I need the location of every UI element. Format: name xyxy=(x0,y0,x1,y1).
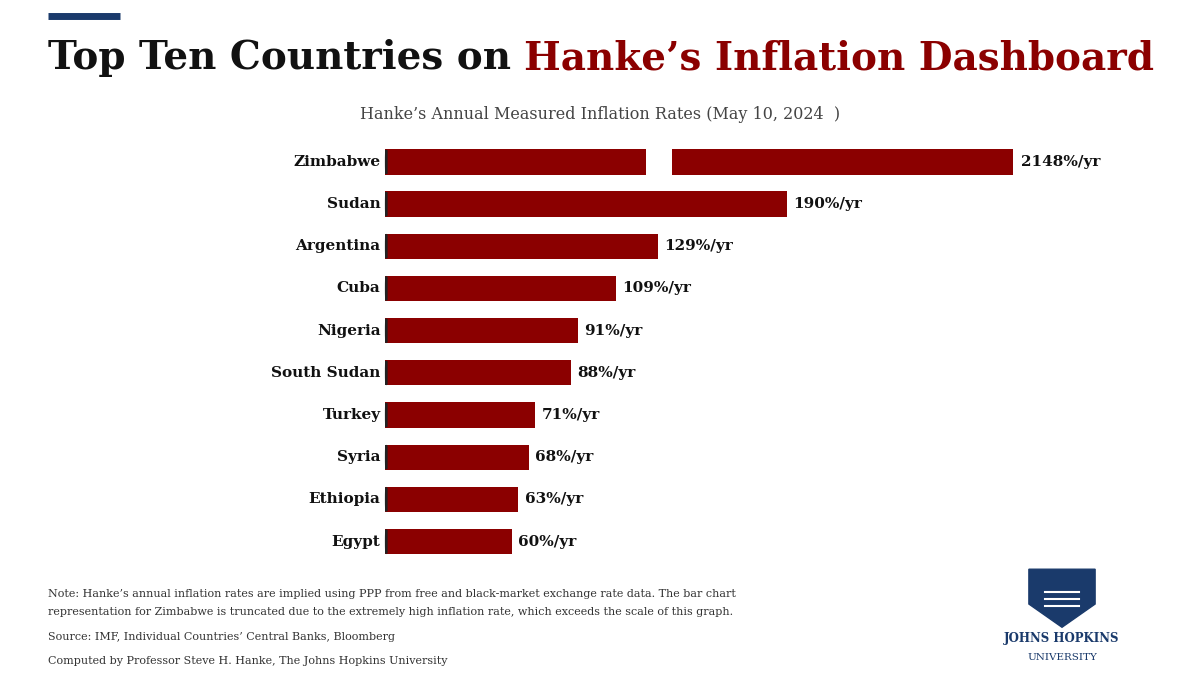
Text: South Sudan: South Sudan xyxy=(271,366,380,380)
FancyBboxPatch shape xyxy=(385,234,658,259)
Text: Egypt: Egypt xyxy=(331,535,380,548)
Text: 91%/yr: 91%/yr xyxy=(583,324,642,337)
FancyBboxPatch shape xyxy=(385,360,571,385)
Text: 71%/yr: 71%/yr xyxy=(541,408,600,422)
Text: 88%/yr: 88%/yr xyxy=(577,366,636,380)
Text: 60%/yr: 60%/yr xyxy=(518,535,576,548)
Text: 2148%/yr: 2148%/yr xyxy=(1020,155,1100,169)
Text: Ethiopia: Ethiopia xyxy=(308,492,380,506)
Text: Hanke’s Inflation Dashboard: Hanke’s Inflation Dashboard xyxy=(524,40,1154,77)
Text: Syria: Syria xyxy=(337,450,380,464)
Text: JOHNS HOPKINS: JOHNS HOPKINS xyxy=(1004,632,1120,645)
Text: Nigeria: Nigeria xyxy=(317,324,380,337)
FancyBboxPatch shape xyxy=(385,487,518,512)
FancyBboxPatch shape xyxy=(646,150,672,175)
FancyBboxPatch shape xyxy=(385,276,616,301)
Text: Turkey: Turkey xyxy=(323,408,380,422)
Text: 190%/yr: 190%/yr xyxy=(793,197,862,211)
Text: Argentina: Argentina xyxy=(295,239,380,253)
Text: 68%/yr: 68%/yr xyxy=(535,450,593,464)
Text: Top Ten Countries on: Top Ten Countries on xyxy=(48,40,524,77)
FancyBboxPatch shape xyxy=(385,150,646,175)
Text: Sudan: Sudan xyxy=(326,197,380,211)
Text: 63%/yr: 63%/yr xyxy=(524,492,583,506)
Text: 109%/yr: 109%/yr xyxy=(622,281,691,296)
Text: Note: Hanke’s annual inflation rates are implied using PPP from free and black-m: Note: Hanke’s annual inflation rates are… xyxy=(48,589,736,599)
Text: Hanke’s Annual Measured Inflation Rates (May 10, 2024  ): Hanke’s Annual Measured Inflation Rates … xyxy=(360,106,840,123)
Text: Source: IMF, Individual Countries’ Central Banks, Bloomberg: Source: IMF, Individual Countries’ Centr… xyxy=(48,632,395,643)
Text: Computed by Professor Steve H. Hanke, The Johns Hopkins University: Computed by Professor Steve H. Hanke, Th… xyxy=(48,656,448,666)
FancyBboxPatch shape xyxy=(385,191,787,217)
FancyBboxPatch shape xyxy=(385,445,529,470)
FancyBboxPatch shape xyxy=(385,529,512,554)
Polygon shape xyxy=(1028,569,1096,627)
Text: Zimbabwe: Zimbabwe xyxy=(293,155,380,169)
FancyBboxPatch shape xyxy=(385,318,577,344)
Text: UNIVERSITY: UNIVERSITY xyxy=(1027,653,1097,662)
Text: representation for Zimbabwe is truncated due to the extremely high inflation rat: representation for Zimbabwe is truncated… xyxy=(48,607,733,617)
FancyBboxPatch shape xyxy=(672,150,1013,175)
Text: Cuba: Cuba xyxy=(337,281,380,296)
FancyBboxPatch shape xyxy=(385,402,535,428)
Text: 129%/yr: 129%/yr xyxy=(664,239,733,253)
